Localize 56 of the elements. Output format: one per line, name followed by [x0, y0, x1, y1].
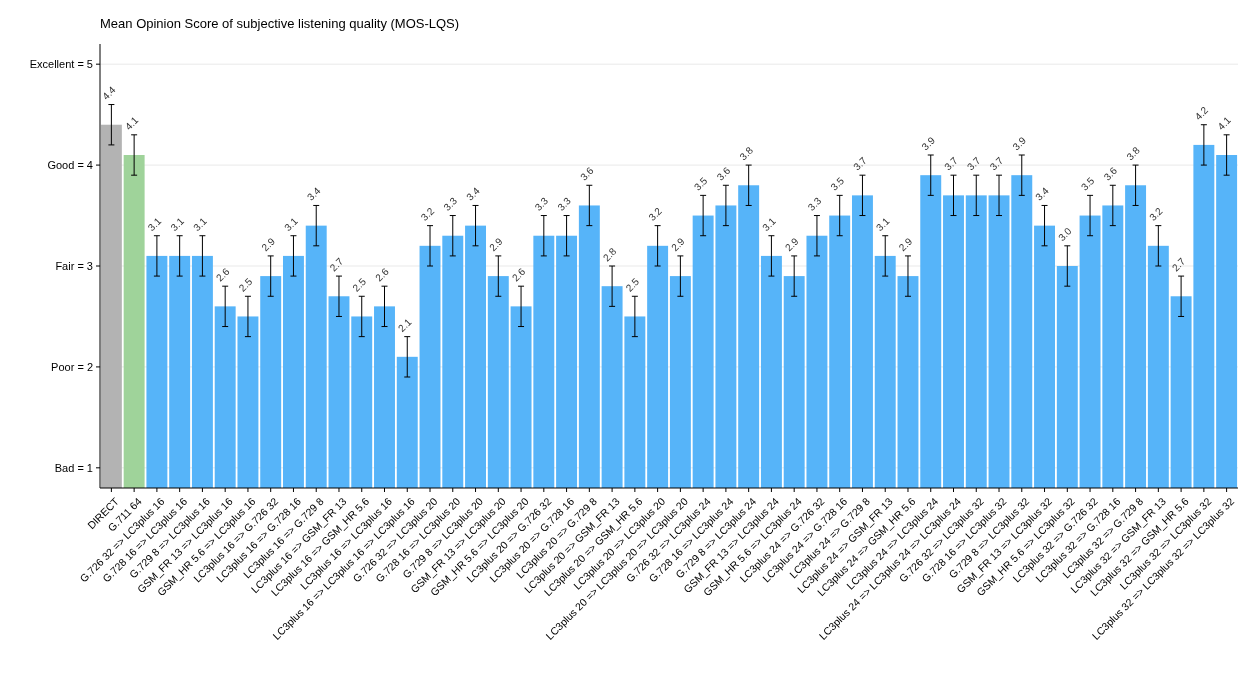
data-label: 3.2 — [1147, 205, 1165, 223]
data-label: 4.2 — [1192, 104, 1211, 123]
data-label: 2.6 — [373, 265, 392, 284]
data-label: 3.6 — [578, 164, 596, 183]
y-tick-label: Good = 4 — [47, 158, 93, 171]
data-label: 3.9 — [1010, 134, 1029, 153]
data-label: 2.7 — [327, 255, 346, 274]
data-label: 3.6 — [714, 164, 733, 183]
data-label: 2.6 — [213, 265, 232, 284]
data-label: 3.1 — [873, 215, 892, 234]
data-label: 3.3 — [441, 194, 460, 213]
y-tick-label: Bad = 1 — [54, 461, 93, 474]
data-label: 2.6 — [509, 265, 528, 284]
data-label: 3.6 — [1101, 164, 1120, 183]
y-tick-label: Excellent = 5 — [29, 58, 93, 71]
data-label: 3.5 — [1078, 174, 1097, 193]
data-label: 3.1 — [760, 215, 779, 234]
data-label: 3.4 — [304, 184, 323, 203]
data-label: 3.7 — [942, 154, 961, 173]
data-label: 3.8 — [1124, 144, 1143, 163]
data-label: 3.3 — [805, 194, 824, 213]
data-label: 2.9 — [487, 235, 505, 254]
y-tick-label: Fair = 3 — [55, 259, 93, 272]
data-label: 3.8 — [737, 144, 756, 163]
data-label: 2.1 — [395, 316, 414, 334]
data-label: 3.7 — [987, 154, 1006, 173]
data-label: 3.2 — [418, 205, 437, 223]
data-label: 3.1 — [191, 215, 210, 234]
data-label: 3.7 — [851, 154, 870, 173]
data-label: 2.5 — [350, 275, 369, 294]
data-label: 3.1 — [145, 215, 164, 234]
data-label: 2.5 — [236, 275, 255, 294]
data-label: 3.2 — [646, 205, 665, 223]
data-label: 2.9 — [782, 235, 801, 254]
data-label: 3.3 — [532, 194, 551, 213]
data-label: 3.4 — [1033, 184, 1052, 203]
data-label: 2.9 — [896, 235, 915, 254]
data-label: 2.7 — [1169, 255, 1188, 274]
data-label: 2.9 — [259, 235, 278, 254]
data-label: 3.7 — [964, 154, 983, 173]
data-label: 4.1 — [1215, 114, 1234, 133]
data-label: 3.5 — [691, 174, 710, 193]
chart-title: Mean Opinion Score of subjective listening quality (MOS-LQS) — [100, 16, 460, 31]
data-label: 4.4 — [100, 83, 119, 102]
data-label: 3.9 — [919, 134, 938, 153]
data-label: 3.3 — [555, 194, 574, 213]
data-label: 3.1 — [168, 215, 187, 234]
data-label: 2.9 — [669, 235, 688, 254]
data-label: 3.0 — [1056, 225, 1074, 244]
data-label: 2.5 — [623, 275, 642, 294]
y-tick-label: Poor = 2 — [51, 360, 93, 373]
data-label: 2.8 — [600, 245, 619, 264]
data-label: 3.5 — [828, 174, 847, 193]
data-label: 4.1 — [122, 114, 141, 133]
data-label: 3.4 — [464, 184, 483, 203]
data-label: 3.1 — [282, 215, 301, 234]
